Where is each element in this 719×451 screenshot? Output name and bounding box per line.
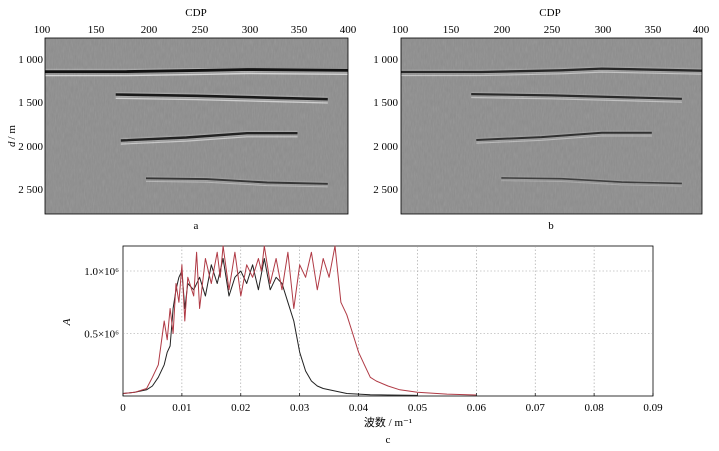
panel-a-reflector-sidelobe-4: [145, 180, 328, 188]
panel-b: CDP 100 150 200 250 300 350 400 1 000 1 …: [373, 7, 710, 232]
panel-c-y-tick-1000000: 1.0×10⁶: [84, 266, 119, 278]
panel-a-ylabel: d/ m: [6, 125, 18, 147]
panel-c-series: [122, 245, 477, 396]
panel-b-reflector-sidelobe-3: [476, 135, 652, 144]
panel-c-x-tick-0.06: 0.06: [467, 402, 487, 414]
panel-c: 0 0.01 0.02 0.03 0.04 0.05 0.06 0.07 0.08 0.09 0.…: [61, 245, 663, 446]
panel-b-reflector-1: [401, 67, 703, 74]
panel-a-x-tick-350: 350: [291, 24, 308, 36]
panel-b-x-tick-100: 100: [392, 24, 409, 36]
panel-c-plot-area: [122, 245, 654, 397]
panel-c-ylabel: A: [61, 318, 73, 326]
panel-c-xlabel: 波数 / m⁻¹: [364, 416, 412, 429]
panel-b-reflector-sidelobe-4: [501, 180, 682, 187]
panel-b-x-tick-150: 150: [443, 24, 460, 36]
panel-b-y-tick-2000: 2 000: [373, 141, 398, 153]
panel-c-x-tick-0.05: 0.05: [408, 402, 428, 414]
panel-b-reflector-2: [471, 93, 682, 100]
panel-a-reflector-3: [120, 132, 298, 142]
panel-a-x-tick-250: 250: [192, 24, 209, 36]
panel-a-y-ticks: 1 000 1 500 2 000 2 500: [18, 54, 43, 196]
panel-c-x-tick-0.08: 0.08: [584, 402, 604, 414]
panel-c-label: c: [386, 434, 391, 446]
panel-a-reflector-2: [115, 93, 328, 101]
panel-c-x-tick-0.01: 0.01: [172, 402, 191, 414]
panel-a-x-ticks: 100 150 200 250 300 350 400: [34, 24, 357, 36]
panel-a-reflector-sidelobe-3: [120, 136, 298, 145]
panel-b-x-tick-250: 250: [544, 24, 561, 36]
panel-b-grain: [401, 38, 702, 214]
panel-c-y-ticks: 0.5×10⁶ 1.0×10⁶: [84, 266, 119, 341]
panel-c-series-line-1: [122, 258, 418, 396]
panel-c-y-tick-500000: 0.5×10⁶: [84, 329, 119, 341]
panel-b-x-tick-400: 400: [693, 24, 710, 36]
panel-a-x-tick-100: 100: [34, 24, 51, 36]
panel-b-y-tick-1000: 1 000: [373, 54, 398, 66]
panel-a-reflectors: [45, 66, 349, 188]
panel-c-x-tick-0.04: 0.04: [349, 402, 369, 414]
panel-a-grain: [45, 38, 348, 214]
panel-c-x-tick-0.03: 0.03: [290, 402, 310, 414]
panel-b-reflectors: [401, 66, 703, 187]
panel-a-x-tick-200: 200: [141, 24, 158, 36]
panel-c-x-tick-0.02: 0.02: [231, 402, 250, 414]
panel-b-y-ticks: 1 000 1 500 2 000 2 500: [373, 54, 398, 196]
panel-a-reflector-sidelobe-1: [45, 72, 349, 77]
panel-c-x-tick-0.07: 0.07: [526, 402, 546, 414]
panel-a-reflector-sidelobe-2: [115, 97, 328, 104]
panel-a-x-tick-150: 150: [88, 24, 105, 36]
panel-b-x-tick-200: 200: [494, 24, 511, 36]
panel-c-x-tick-0.09: 0.09: [643, 402, 663, 414]
panel-a-y-tick-1000: 1 000: [18, 54, 43, 66]
panel-a-x-tick-400: 400: [340, 24, 357, 36]
panel-c-x-ticks: 0 0.01 0.02 0.03 0.04 0.05 0.06 0.07 0.08 0.09: [120, 393, 663, 414]
panel-a-frame: [44, 37, 349, 215]
panel-b-frame: [400, 37, 703, 215]
panel-b-label: b: [548, 220, 554, 232]
panel-a-reflector-4: [145, 177, 328, 185]
panel-b-reflector-3: [476, 131, 652, 141]
panel-a-reflector-1: [45, 68, 349, 73]
panel-a-y-tick-2000: 2 000: [18, 141, 43, 153]
panel-b-reflector-sidelobe-1: [401, 71, 703, 77]
panel-b-y-tick-2500: 2 500: [373, 184, 398, 196]
panel-a-y-tick-2500: 2 500: [18, 184, 43, 196]
panel-b-x-tick-350: 350: [645, 24, 662, 36]
panel-c-x-tick-0: 0: [120, 402, 126, 414]
panel-a-label: a: [194, 220, 199, 232]
panel-b-x-tick-300: 300: [595, 24, 612, 36]
panel-a-y-tick-1500: 1 500: [18, 97, 43, 109]
panel-a: CDP 100 150 200 250 300 350 400 1 000 1 …: [6, 7, 357, 232]
panel-b-y-tick-1500: 1 500: [373, 97, 398, 109]
panel-a-x-tick-300: 300: [242, 24, 259, 36]
panel-b-x-ticks: 100 150 200 250 300 350 400: [392, 24, 710, 36]
panel-b-reflector-4: [501, 177, 682, 185]
panel-c-series-line-2: [122, 245, 477, 396]
panel-b-xlabel: CDP: [539, 7, 560, 19]
panel-b-reflector-sidelobe-2: [471, 96, 682, 103]
panel-a-xlabel: CDP: [185, 7, 206, 19]
